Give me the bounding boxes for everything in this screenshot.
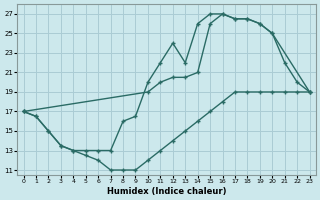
X-axis label: Humidex (Indice chaleur): Humidex (Indice chaleur) bbox=[107, 187, 226, 196]
